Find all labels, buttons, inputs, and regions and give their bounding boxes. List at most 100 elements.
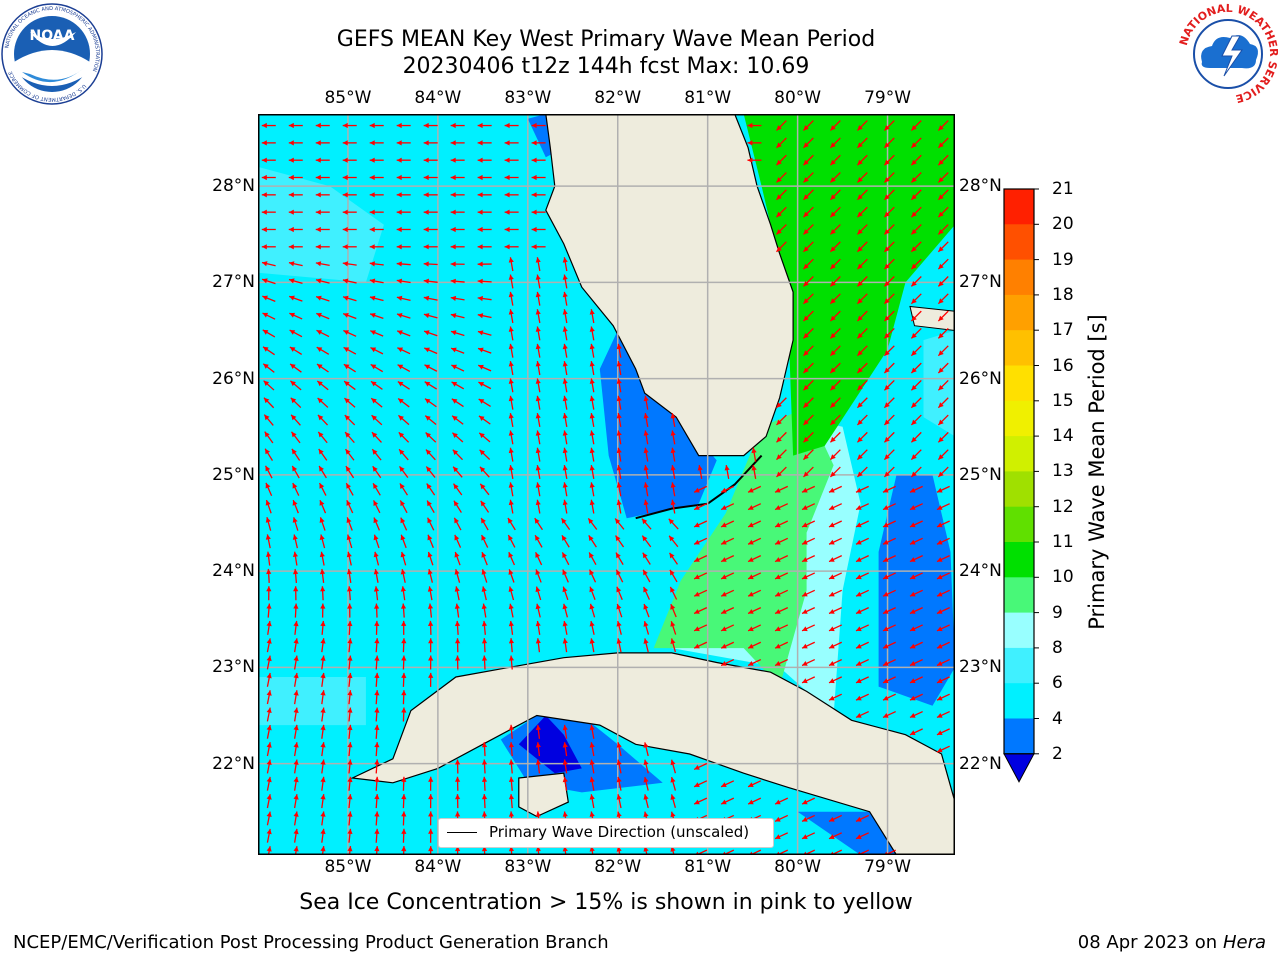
wave-arrow: [481, 742, 488, 757]
wave-arrow: [747, 658, 762, 667]
wave-arrow: [643, 499, 649, 514]
wave-arrow: [562, 291, 568, 306]
wave-arrow: [342, 313, 357, 320]
wave-arrow: [262, 329, 276, 338]
wave-arrow: [371, 431, 382, 443]
wave-arrow: [616, 620, 622, 635]
wave-arrow: [508, 378, 514, 393]
wave-arrow: [316, 363, 329, 373]
wave-arrow: [561, 517, 571, 531]
wave-arrow: [588, 535, 597, 548]
wave-arrow: [320, 828, 326, 843]
wave-arrow: [883, 397, 895, 409]
wave-arrow: [774, 658, 789, 667]
wave-arrow: [774, 572, 789, 580]
colorbar-tick-label: 10: [1052, 567, 1074, 588]
wave-arrow: [374, 828, 380, 843]
wave-arrow: [398, 465, 409, 478]
wave-arrow: [720, 780, 735, 788]
wave-arrow: [936, 555, 950, 563]
wave-arrow: [316, 346, 330, 355]
wave-arrow: [342, 209, 357, 215]
wave-arrow: [292, 534, 299, 549]
longitude-label-top: 80°W: [774, 88, 822, 108]
nws-logo-icon: NATIONAL WEATHER SERVICE: [1177, 2, 1280, 105]
wave-arrow: [508, 759, 514, 774]
wave-arrow: [347, 638, 353, 653]
wave-arrow: [883, 276, 895, 287]
wave-arrow: [369, 174, 384, 181]
wave-arrow: [774, 607, 789, 615]
wave-arrow: [290, 397, 302, 409]
wave-arrow: [372, 482, 381, 496]
wave-arrow: [670, 638, 677, 653]
period-band-2-4-bahamas: [878, 474, 955, 706]
wave-arrow: [910, 293, 922, 305]
wave-arrow: [293, 568, 299, 583]
wave-arrow: [399, 483, 409, 496]
wave-arrow: [693, 589, 708, 597]
latitude-label-left: 22°N: [212, 753, 255, 774]
wave-arrow: [481, 655, 488, 670]
wave-arrow: [266, 846, 272, 855]
wave-arrow: [936, 607, 950, 615]
wave-arrow: [828, 520, 843, 528]
wave-arrow: [266, 794, 272, 809]
wave-arrow: [504, 122, 519, 129]
wave-arrow: [616, 464, 622, 479]
wave-arrow: [910, 362, 922, 374]
wave-arrow: [751, 447, 757, 462]
wave-arrow: [481, 551, 488, 566]
wave-arrow: [883, 466, 895, 478]
wave-arrow: [882, 555, 896, 563]
wave-arrow: [829, 224, 841, 235]
wave-arrow: [451, 381, 465, 390]
wave-arrow: [670, 430, 676, 445]
wave-arrow: [508, 551, 516, 566]
wave-arrow: [347, 707, 353, 722]
wave-arrow: [776, 120, 787, 131]
wave-arrow: [670, 447, 676, 462]
colorbar-level: [1004, 294, 1034, 331]
wave-arrow: [266, 759, 272, 774]
wave-arrow: [342, 261, 357, 267]
wave-arrow: [508, 413, 514, 428]
wave-arrow: [508, 742, 514, 757]
wave-arrow: [882, 572, 896, 580]
wave-arrow: [262, 295, 276, 302]
wave-arrow: [265, 499, 272, 514]
wave-arrow: [450, 347, 465, 354]
wave-arrow: [829, 449, 841, 461]
wave-arrow: [937, 466, 949, 478]
wave-arrow: [802, 241, 814, 253]
wave-arrow: [909, 485, 923, 493]
wave-arrow: [320, 742, 326, 757]
wave-arrow: [343, 329, 357, 337]
wave-arrow: [561, 552, 570, 566]
wave-arrow: [910, 120, 922, 131]
wave-arrow: [261, 261, 276, 267]
wave-arrow: [343, 346, 357, 355]
wave-arrow: [266, 776, 272, 791]
wave-arrow: [855, 572, 869, 580]
wave-arrow: [909, 693, 923, 701]
longitude-label-bottom: 79°W: [864, 857, 912, 877]
wave-arrow: [910, 137, 922, 149]
wave-arrow: [776, 466, 787, 478]
wave-arrow: [342, 295, 357, 302]
wave-arrow: [455, 655, 461, 670]
wave-arrow: [315, 192, 330, 198]
longitude-label-top: 85°W: [324, 88, 372, 108]
longitude-label-bottom: 81°W: [684, 857, 732, 877]
wave-arrow: [535, 742, 541, 757]
wave-arrow: [535, 499, 541, 514]
wave-arrow: [693, 520, 708, 528]
wave-arrow: [910, 189, 922, 201]
wave-arrow: [801, 607, 816, 615]
wave-arrow: [266, 551, 272, 566]
wave-arrow: [589, 586, 596, 601]
wave-arrow: [401, 603, 407, 618]
wave-arrow: [535, 724, 541, 739]
sea-ice-note: Sea Ice Concentration > 15% is shown in …: [299, 890, 913, 915]
wave-arrow: [401, 672, 407, 687]
